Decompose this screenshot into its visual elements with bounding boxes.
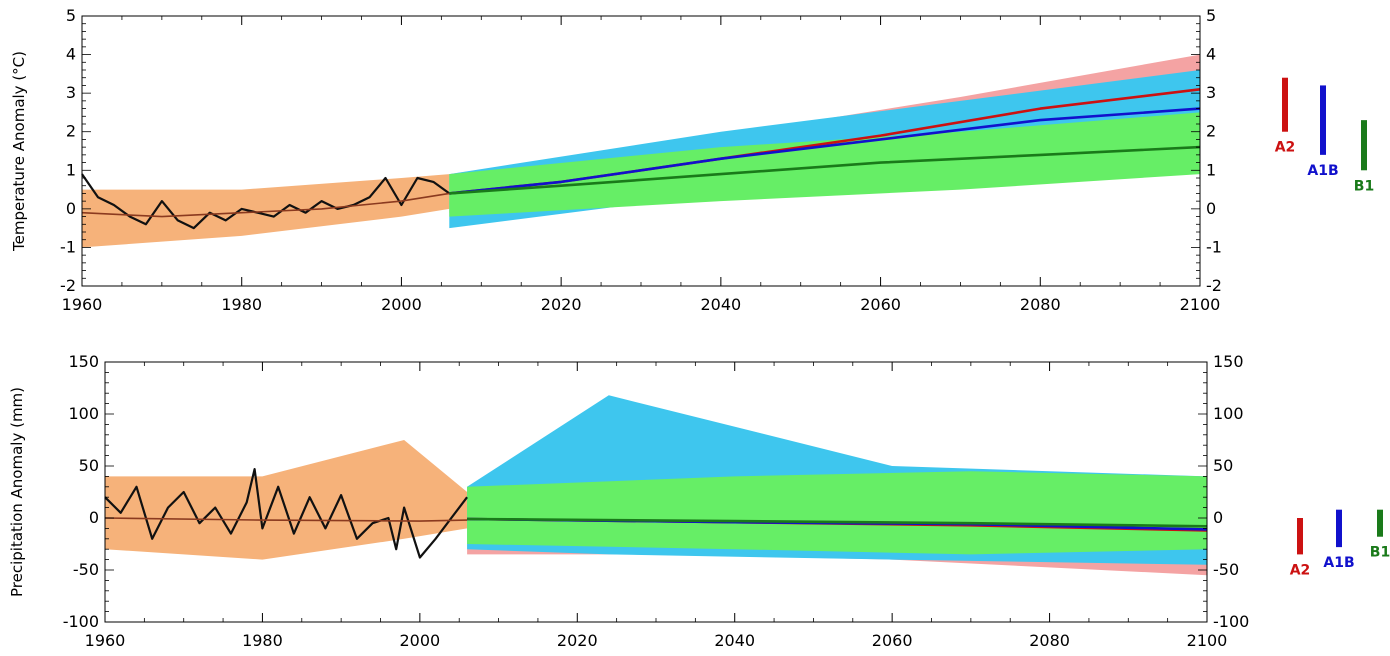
y-tick-label: -100 xyxy=(63,612,99,631)
b1-line xyxy=(467,517,1208,528)
B1-band-range-band xyxy=(449,112,1200,217)
hist-mean-line xyxy=(81,192,450,218)
y-tick-label: 3 xyxy=(66,83,76,102)
y-tick-label: 4 xyxy=(66,45,76,64)
temperature-panel: 1960 1980 2000 2020 2040 2060 2080 2100-2 -2-1 -1… xyxy=(10,6,1374,314)
y-tick-label-right: -50 xyxy=(1213,560,1239,579)
y-tick-label-right: 150 xyxy=(1213,352,1244,371)
x-tick-label: 2080 xyxy=(1029,631,1070,650)
y-tick-label-right: 50 xyxy=(1213,456,1233,475)
hist-mean-line xyxy=(104,517,468,522)
b1-range-bar xyxy=(1361,120,1367,171)
y-tick-label: 1 xyxy=(66,160,76,179)
y-tick-label-right: -1 xyxy=(1206,237,1222,256)
x-tick-label: 2000 xyxy=(399,631,440,650)
a2-range-bar xyxy=(1297,518,1303,555)
x-tick-label: 2080 xyxy=(1020,295,1061,314)
hist-band-range-band xyxy=(105,440,468,560)
observed-line xyxy=(81,173,450,230)
y-tick-label-right: 100 xyxy=(1213,404,1244,423)
precipitation-panel: 1960 1980 2000 2020 2040 2060 2080 2100-100 -100… xyxy=(8,352,1390,650)
a2-range-bar xyxy=(1282,77,1288,132)
y-tick-label: 0 xyxy=(89,508,99,527)
y-tick-label: -50 xyxy=(73,560,99,579)
B1-band-range-band xyxy=(467,471,1208,555)
observed-line xyxy=(104,468,468,559)
a2-range-label: A2 xyxy=(1275,140,1296,156)
y-tick-label: 2 xyxy=(66,122,76,141)
x-tick-label: 2020 xyxy=(557,631,598,650)
a1b-range-bar xyxy=(1320,85,1326,155)
x-tick-label: 2060 xyxy=(860,295,901,314)
a1b-range-bar xyxy=(1336,509,1342,548)
a1b-range-label: A1B xyxy=(1307,163,1338,179)
x-tick-label: 2000 xyxy=(381,295,422,314)
y-tick-label-right: 1 xyxy=(1206,160,1216,179)
y-tick-label-right: 3 xyxy=(1206,83,1216,102)
x-tick-label: 1980 xyxy=(221,295,262,314)
y-tick-label-right: 2 xyxy=(1206,122,1216,141)
b1-range-bar xyxy=(1377,509,1383,537)
y-tick-label: 5 xyxy=(66,6,76,25)
y-tick-label-right: -2 xyxy=(1206,276,1222,295)
y-axis-label: Temperature Anomaly (°C) xyxy=(10,51,28,252)
hist-band-range-band xyxy=(82,174,450,248)
x-tick-label: 2020 xyxy=(541,295,582,314)
x-tick-label: 2100 xyxy=(1180,295,1221,314)
a1b-range-label: A1B xyxy=(1323,555,1354,571)
y-tick-label: 0 xyxy=(66,199,76,218)
x-tick-label: 2040 xyxy=(714,631,755,650)
y-tick-label: 150 xyxy=(68,352,99,371)
b1-line xyxy=(449,145,1201,195)
y-tick-label-right: 5 xyxy=(1206,6,1216,25)
y-tick-label-right: 0 xyxy=(1213,508,1223,527)
y-tick-label: -1 xyxy=(60,237,76,256)
x-tick-label: 2100 xyxy=(1187,631,1228,650)
y-axis-label: Precipitation Anomaly (mm) xyxy=(8,387,26,597)
b1-range-label: B1 xyxy=(1370,545,1390,561)
x-tick-label: 1980 xyxy=(242,631,283,650)
y-tick-label: 50 xyxy=(79,456,99,475)
y-tick-label: 100 xyxy=(68,404,99,423)
b1-range-label: B1 xyxy=(1354,178,1374,194)
a1b-line xyxy=(449,107,1201,195)
y-tick-label-right: 4 xyxy=(1206,45,1216,64)
y-tick-label-right: -100 xyxy=(1213,612,1249,631)
x-tick-label: 1960 xyxy=(62,295,103,314)
x-tick-label: 1960 xyxy=(85,631,126,650)
a2-range-label: A2 xyxy=(1290,562,1311,578)
x-tick-label: 2060 xyxy=(872,631,913,650)
y-tick-label-right: 0 xyxy=(1206,199,1216,218)
y-tick-label: -2 xyxy=(60,276,76,295)
x-tick-label: 2040 xyxy=(700,295,741,314)
